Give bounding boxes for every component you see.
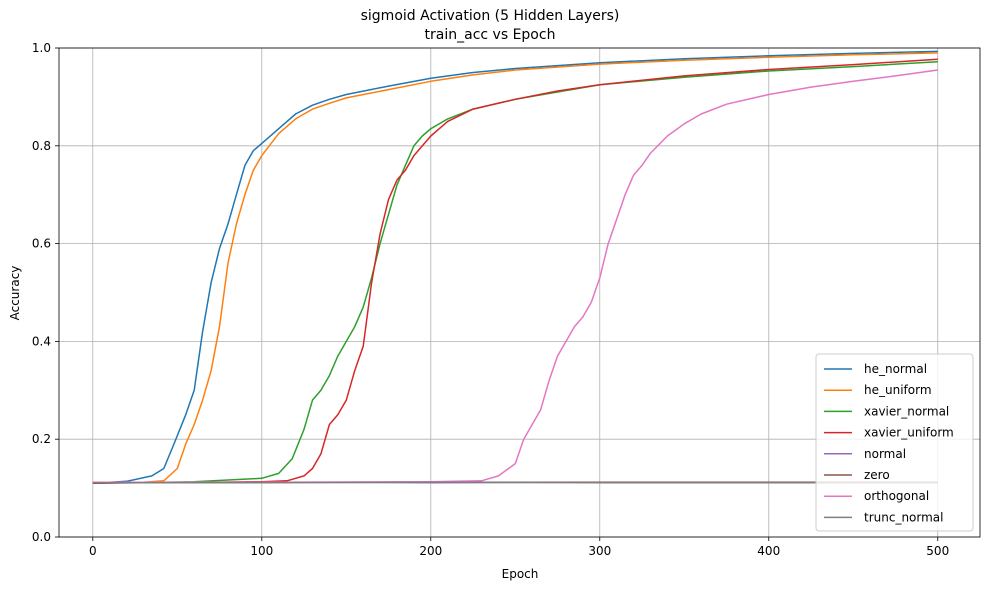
legend-label-he_normal: he_normal: [864, 362, 927, 376]
x-tick-label: 0: [89, 544, 97, 558]
plot-frame: [58, 47, 981, 538]
x-tick-label: 400: [757, 544, 780, 558]
legend-label-trunc_normal: trunc_normal: [864, 510, 944, 524]
series-line-xavier_normal: [92, 60, 938, 484]
series-line-he_uniform: [92, 52, 938, 484]
series-line-he_normal: [92, 50, 938, 484]
y-tick-label: 0.4: [32, 334, 51, 348]
legend-label-xavier_normal: xavier_normal: [864, 404, 949, 418]
legend: he_normal he_uniform xavier_normal xavier_u…: [815, 353, 974, 532]
x-tick-label: 200: [419, 544, 442, 558]
series-lines: [92, 50, 938, 484]
chart-title: sigmoid Activation (5 Hidden Layers): [361, 8, 620, 24]
y-tick-label: 1.0: [32, 41, 51, 55]
x-tick-label: 300: [588, 544, 611, 558]
series-line-xavier_uniform: [92, 58, 938, 484]
series-line-trunc_normal: [92, 481, 938, 484]
legend-label-zero: zero: [864, 468, 890, 482]
series-line-orthogonal: [92, 69, 938, 483]
x-tick-label: 100: [250, 544, 273, 558]
y-tick-label: 0.8: [32, 139, 51, 153]
y-tick-label: 0.0: [32, 530, 51, 544]
legend-label-orthogonal: orthogonal: [864, 489, 929, 503]
tick-labels: 0 100 200 300 400 500 0.0 0.2 0.4 0.6 0.8 1.0: [32, 41, 949, 558]
legend-label-he_uniform: he_uniform: [864, 383, 932, 397]
y-axis-label: Accuracy: [8, 266, 22, 321]
legend-label-normal: normal: [864, 447, 906, 461]
axes: [55, 47, 981, 541]
x-tick-label: 500: [926, 544, 949, 558]
y-tick-label: 0.2: [32, 432, 51, 446]
legend-label-xavier_uniform: xavier_uniform: [864, 426, 954, 440]
y-tick-label: 0.6: [32, 237, 51, 251]
x-axis-label: Epoch: [502, 567, 539, 581]
legend-box: [815, 353, 974, 532]
chart-subtitle: train_acc vs Epoch: [425, 27, 556, 43]
